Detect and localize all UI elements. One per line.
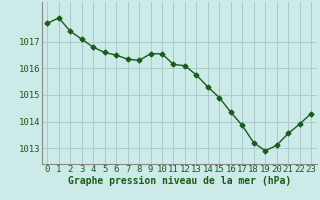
X-axis label: Graphe pression niveau de la mer (hPa): Graphe pression niveau de la mer (hPa) bbox=[68, 176, 291, 186]
